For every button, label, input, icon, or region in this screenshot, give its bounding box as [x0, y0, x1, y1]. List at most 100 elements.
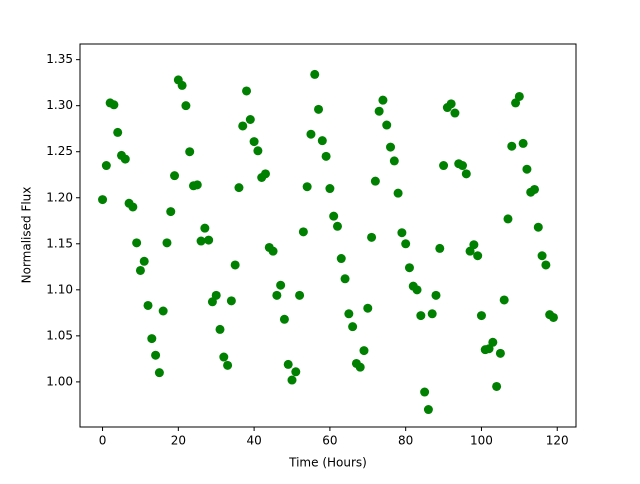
point	[279, 314, 289, 324]
point	[537, 251, 547, 261]
point	[230, 260, 240, 270]
point	[548, 312, 558, 322]
point	[461, 169, 471, 179]
point	[166, 207, 176, 217]
y-tick-label: 1.00	[46, 374, 73, 388]
point	[495, 348, 505, 358]
point	[416, 311, 426, 321]
point	[101, 161, 111, 171]
point	[120, 154, 130, 164]
point	[514, 91, 524, 101]
point	[132, 238, 142, 248]
x-axis-label: Time (Hours)	[288, 456, 367, 470]
x-tick-label: 20	[171, 434, 186, 448]
y-tick-label: 1.15	[46, 236, 73, 250]
point	[276, 280, 286, 290]
point	[249, 137, 259, 147]
x-tick-label: 60	[322, 434, 337, 448]
point	[154, 368, 164, 378]
point	[370, 176, 380, 186]
point	[185, 147, 195, 157]
point	[226, 296, 236, 306]
point	[143, 300, 153, 310]
point	[348, 322, 358, 332]
point	[423, 405, 433, 415]
point	[158, 306, 168, 316]
point	[181, 101, 191, 111]
point	[533, 222, 543, 232]
point	[499, 295, 509, 305]
point	[200, 223, 210, 233]
point	[238, 121, 248, 131]
point	[109, 100, 119, 110]
point	[147, 334, 157, 344]
point	[260, 169, 270, 179]
y-tick-label: 1.35	[46, 52, 73, 66]
point	[378, 95, 388, 105]
point	[412, 285, 422, 295]
point	[367, 232, 377, 242]
point	[336, 254, 346, 264]
point	[518, 138, 528, 148]
point	[139, 256, 149, 266]
point	[151, 350, 161, 360]
point	[473, 251, 483, 261]
point	[374, 106, 384, 116]
point	[389, 156, 399, 166]
point	[253, 146, 263, 156]
point	[492, 381, 502, 391]
point	[298, 227, 308, 237]
point	[211, 290, 221, 300]
point	[446, 99, 456, 109]
y-tick-label: 1.05	[46, 328, 73, 342]
point	[204, 235, 214, 245]
point	[363, 303, 373, 313]
point	[344, 309, 354, 319]
y-tick-label: 1.30	[46, 98, 73, 112]
point	[192, 180, 202, 190]
point	[234, 183, 244, 193]
point	[283, 359, 293, 369]
point	[359, 346, 369, 356]
point	[268, 246, 278, 256]
point	[325, 184, 335, 194]
point	[340, 274, 350, 284]
point	[488, 337, 498, 347]
point	[393, 188, 403, 198]
point	[541, 260, 551, 270]
point	[355, 362, 365, 372]
point	[170, 171, 180, 181]
point	[507, 141, 517, 151]
point	[287, 375, 297, 385]
point	[162, 238, 172, 248]
point	[404, 263, 414, 273]
y-axis-label: Normalised Flux	[20, 187, 34, 284]
point	[306, 129, 316, 139]
point	[98, 195, 108, 205]
point	[476, 311, 486, 321]
point	[291, 367, 301, 377]
y-tick-label: 1.25	[46, 144, 73, 158]
point	[332, 221, 342, 231]
point	[272, 290, 282, 300]
point	[317, 136, 327, 146]
point	[382, 120, 392, 130]
x-tick-label: 100	[470, 434, 493, 448]
point	[321, 151, 331, 161]
point	[128, 202, 138, 212]
point	[242, 86, 252, 96]
point	[113, 127, 123, 137]
point	[329, 211, 339, 221]
point	[401, 239, 411, 249]
plot-frame	[79, 43, 577, 428]
x-tick-label: 120	[546, 434, 569, 448]
x-tick-label: 0	[99, 434, 107, 448]
point	[420, 387, 430, 397]
y-tick-label: 1.10	[46, 282, 73, 296]
point	[530, 184, 540, 194]
point	[522, 164, 532, 174]
point	[435, 243, 445, 253]
x-tick-label: 40	[246, 434, 261, 448]
point	[431, 290, 441, 300]
